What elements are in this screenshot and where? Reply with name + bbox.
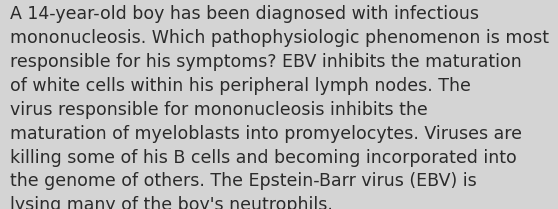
Text: A 14-year-old boy has been diagnosed with infectious
mononucleosis. Which pathop: A 14-year-old boy has been diagnosed wit…: [10, 5, 549, 209]
